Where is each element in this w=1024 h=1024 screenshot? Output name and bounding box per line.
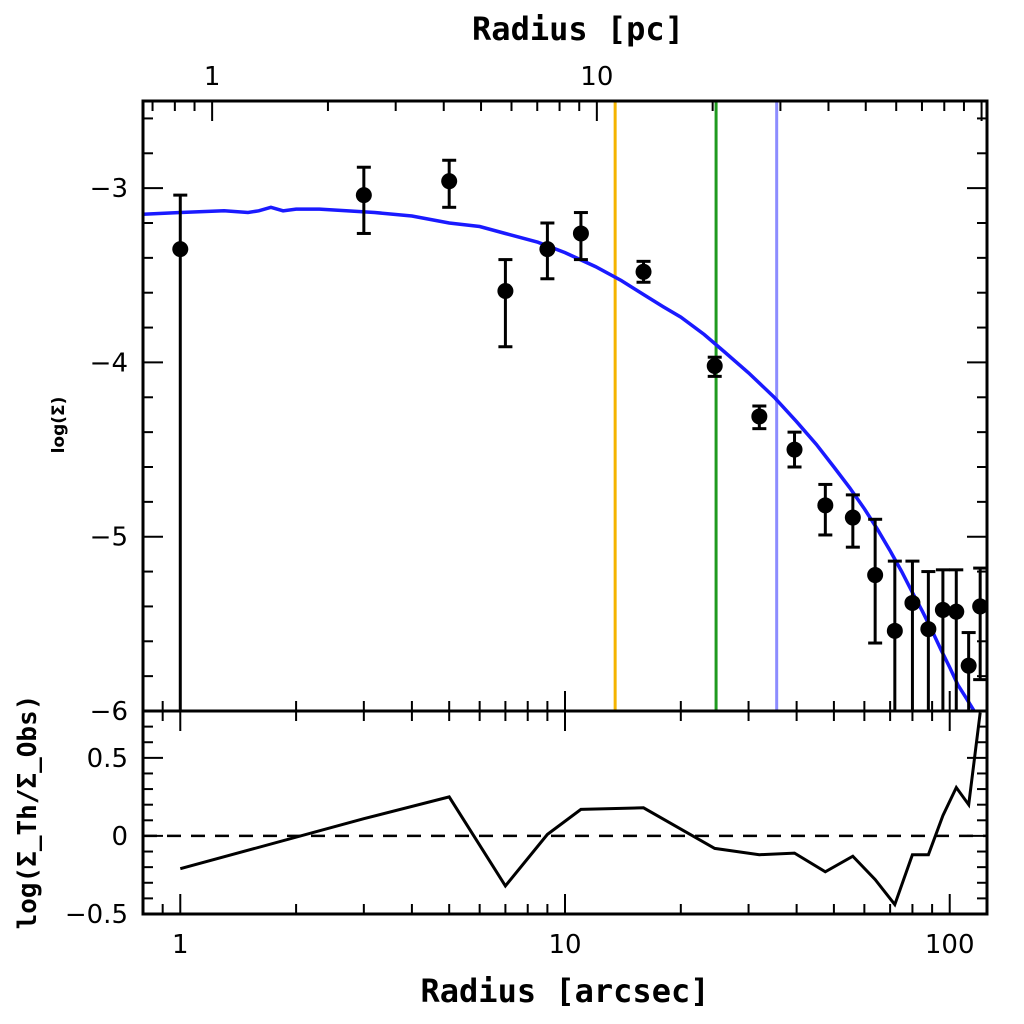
residual-line: [179, 712, 982, 908]
x-axis-title: Radius [arcsec]: [421, 972, 710, 1010]
data-point-15: [904, 594, 921, 611]
data-point-18: [948, 603, 965, 620]
x-tick-label-2: 10: [548, 930, 581, 960]
model-group: [143, 205, 977, 711]
x-tick-label-3: 100: [925, 930, 975, 960]
y-tick-label-res-3: −0.5: [65, 900, 128, 930]
main-frame: [141, 99, 989, 713]
x-tick-label-1: 1: [172, 930, 189, 960]
data-point-5: [539, 241, 556, 258]
data-point-10: [786, 441, 803, 458]
model-curve: [143, 205, 977, 711]
data-point-6: [572, 225, 589, 242]
data-point-13: [867, 567, 884, 584]
y-tick-label-main-2: −4: [90, 348, 128, 378]
y-tick-label-res-2: 0: [111, 822, 128, 852]
observed-group: [172, 158, 987, 711]
data-point-7: [635, 263, 652, 280]
data-point-19: [960, 657, 977, 674]
data-point-8: [706, 357, 723, 374]
top-axis-title: Radius [pc]: [472, 10, 684, 48]
data-point-14: [886, 622, 903, 639]
y-tick-label-main-1: −3: [90, 174, 128, 204]
y-axis-title-main: log(Σ): [49, 397, 69, 454]
data-point-9: [751, 408, 768, 425]
data-point-16: [920, 621, 937, 638]
y-axis-title-residual: log(Σ_Th/Σ_Obs): [13, 695, 43, 930]
data-point-12: [844, 509, 861, 526]
data-point-17: [934, 601, 951, 618]
y-tick-label-main-4: −6: [90, 697, 128, 727]
data-point-11: [817, 497, 834, 514]
data-point-4: [497, 282, 514, 299]
y-tick-label-res-1: 0.5: [87, 744, 128, 774]
residual-frame: [141, 709, 989, 916]
top-tick-label-1: 1: [204, 62, 221, 92]
data-point-1: [172, 241, 189, 258]
residual-group: [179, 712, 982, 908]
y-tick-label-main-3: −5: [90, 523, 128, 553]
top-tick-label-2: 10: [580, 62, 613, 92]
data-point-3: [441, 173, 458, 190]
plot-layer: 1 10 100 1 10 −3 −4 −5 −6 0.5 0 −0.5: [65, 62, 989, 960]
data-point-2: [355, 187, 372, 204]
